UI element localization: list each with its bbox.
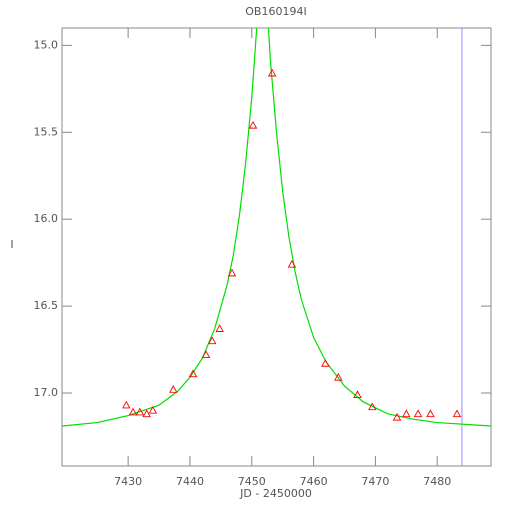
data-point bbox=[392, 412, 402, 421]
data-point bbox=[248, 120, 258, 129]
x-tick-label: 7480 bbox=[423, 475, 451, 488]
data-point bbox=[353, 390, 362, 398]
data-point bbox=[321, 359, 330, 367]
data-point bbox=[142, 409, 151, 418]
x-tick-label: 7430 bbox=[114, 475, 142, 488]
fit-curve bbox=[62, 28, 491, 427]
data-point bbox=[148, 405, 158, 414]
y-tick-label: 16.0 bbox=[34, 212, 59, 225]
data-point bbox=[207, 336, 217, 345]
x-axis-label: JD - 2450000 bbox=[239, 487, 312, 500]
x-tick-label: 7460 bbox=[300, 475, 328, 488]
data-point bbox=[413, 409, 423, 418]
y-tick-label: 17.0 bbox=[34, 386, 59, 399]
x-tick-label: 7450 bbox=[238, 475, 266, 488]
plot-frame bbox=[61, 27, 492, 467]
data-point bbox=[135, 407, 145, 416]
data-point bbox=[426, 409, 435, 418]
data-point bbox=[227, 268, 237, 277]
data-point bbox=[128, 407, 138, 416]
x-tick-label: 7440 bbox=[176, 475, 204, 488]
plot-area bbox=[62, 28, 491, 466]
data-point bbox=[402, 409, 411, 418]
data-point bbox=[122, 400, 131, 409]
data-point bbox=[334, 372, 343, 381]
chart-title: OB160194I bbox=[245, 5, 306, 18]
data-point bbox=[267, 68, 277, 77]
y-tick-label: 15.5 bbox=[34, 125, 59, 138]
y-tick-label: 16.5 bbox=[34, 299, 59, 312]
data-point bbox=[368, 402, 377, 411]
data-point bbox=[287, 259, 297, 268]
x-tick-label: 7470 bbox=[361, 475, 389, 488]
data-point bbox=[169, 385, 178, 393]
data-point bbox=[188, 369, 198, 378]
data-point bbox=[201, 350, 211, 359]
data-point bbox=[452, 409, 462, 418]
y-tick-label: 15.0 bbox=[34, 38, 59, 51]
y-axis-label: I bbox=[10, 238, 13, 251]
data-point bbox=[215, 324, 224, 332]
